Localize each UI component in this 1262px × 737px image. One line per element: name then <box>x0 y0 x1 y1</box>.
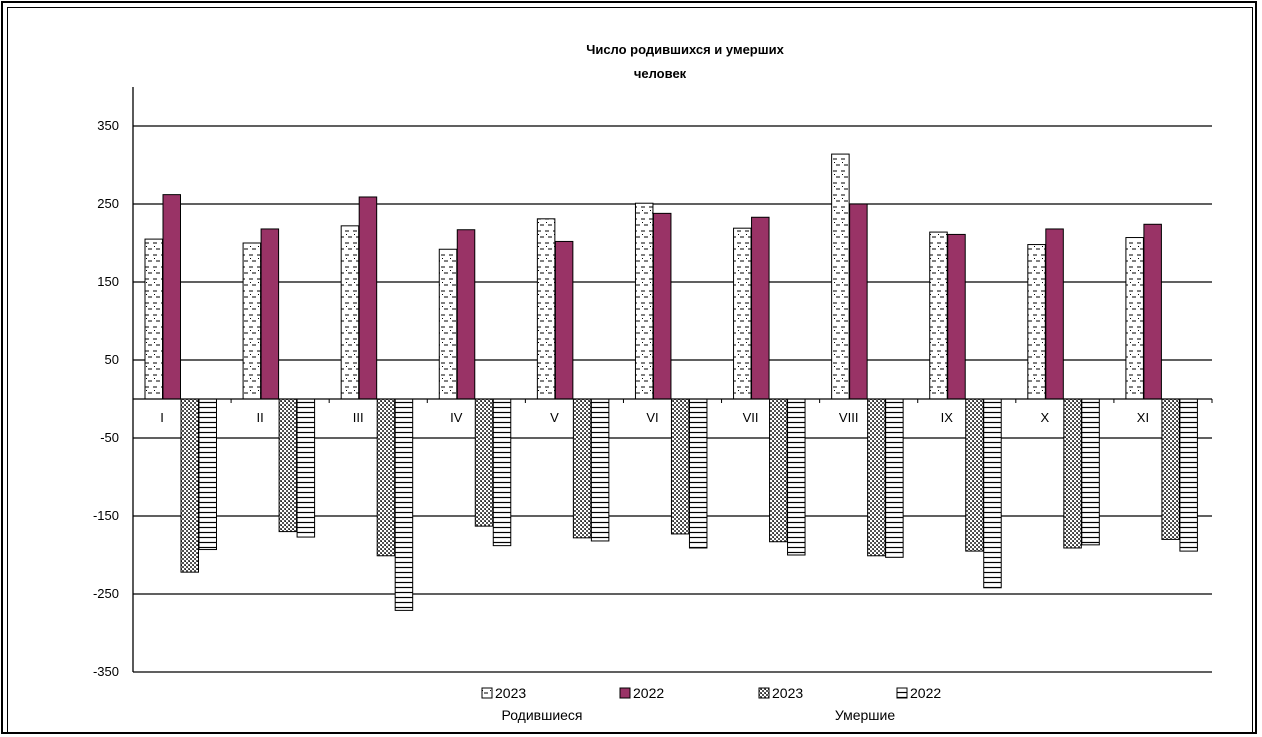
bar-series-2-cat-5 <box>670 398 690 535</box>
bar-series-3-cat-8 <box>983 398 1002 589</box>
bar-series-0-cat-7 <box>831 153 850 400</box>
bar-series-2-cat-9 <box>1063 398 1082 549</box>
bar-series-1-cat-1 <box>260 228 280 400</box>
y-tick-label: -250 <box>93 586 119 601</box>
bar-series-0-cat-5 <box>634 202 654 400</box>
bar-series-1-cat-2 <box>358 196 378 400</box>
bars <box>144 153 1198 611</box>
bar-series-0-cat-0 <box>144 238 163 400</box>
x-category-label: X <box>1041 410 1050 425</box>
bar-series-2-cat-0 <box>180 398 199 573</box>
legend-group-label: Родившиеся <box>501 707 582 723</box>
chart-title: Число родившихся и умерших <box>586 42 784 57</box>
bar-series-1-cat-9 <box>1045 228 1064 400</box>
legend-label: 2022 <box>910 685 941 701</box>
legend-label: 2023 <box>772 685 803 701</box>
x-category-label: IX <box>941 410 954 425</box>
legend-swatch <box>896 687 908 699</box>
x-category-label: I <box>160 410 164 425</box>
bar-series-2-cat-1 <box>278 398 298 533</box>
x-category-label: III <box>353 410 364 425</box>
x-category-label: VIII <box>839 410 859 425</box>
x-category-label: XI <box>1137 410 1149 425</box>
legend-label: 2023 <box>495 685 526 701</box>
legend-swatch <box>481 687 493 699</box>
legend-label: 2022 <box>633 685 664 701</box>
x-category-label: IV <box>450 410 463 425</box>
x-category-label: VI <box>646 410 658 425</box>
legend-swatch <box>758 687 770 699</box>
bar-series-2-cat-6 <box>769 398 788 543</box>
bar-series-0-cat-3 <box>438 248 458 400</box>
bar-series-0-cat-4 <box>536 218 556 400</box>
y-tick-label: -50 <box>100 430 119 445</box>
bar-series-0-cat-10 <box>1125 237 1144 400</box>
bar-series-2-cat-7 <box>867 398 886 557</box>
legend-group-label: Умершие <box>835 707 896 723</box>
bar-series-0-cat-9 <box>1027 244 1046 400</box>
y-tick-label: 50 <box>105 352 119 367</box>
bar-series-2-cat-3 <box>474 398 494 527</box>
category-labels: I II III IV V VI VII VIII IX X XI <box>160 410 1149 425</box>
chart-frame-inner <box>7 7 1253 734</box>
bar-series-1-cat-7 <box>849 203 868 400</box>
bar-series-1-cat-10 <box>1143 223 1162 400</box>
y-axis-ticks: 350 250 150 50 -50 -150 -250 -350 <box>93 118 119 679</box>
bar-series-3-cat-5 <box>688 398 708 549</box>
bar-series-3-cat-6 <box>787 398 806 556</box>
bar-series-0-cat-8 <box>929 231 948 400</box>
bar-series-1-cat-8 <box>947 233 966 400</box>
bar-series-1-cat-3 <box>456 229 476 400</box>
legend: 2023 2022 2023 2022 Родившиеся Умершие <box>481 685 941 723</box>
legend-swatch <box>619 687 631 699</box>
bar-series-3-cat-2 <box>394 398 414 611</box>
y-tick-label: -350 <box>93 664 119 679</box>
bar-series-3-cat-0 <box>198 398 217 551</box>
bar-series-3-cat-10 <box>1179 398 1198 552</box>
chart-subtitle: человек <box>634 66 687 81</box>
x-category-label: II <box>257 410 264 425</box>
bar-series-3-cat-3 <box>492 398 512 547</box>
y-tick-label: 250 <box>97 196 119 211</box>
y-tick-label: 150 <box>97 274 119 289</box>
bar-series-2-cat-2 <box>376 398 396 557</box>
bar-series-3-cat-9 <box>1081 398 1100 546</box>
bar-series-3-cat-1 <box>296 398 316 538</box>
bar-series-1-cat-4 <box>554 240 574 400</box>
bar-series-1-cat-6 <box>751 216 770 400</box>
bar-series-0-cat-1 <box>242 242 262 400</box>
y-tick-label: 350 <box>97 118 119 133</box>
x-category-label: VII <box>743 410 759 425</box>
y-tick-label: -150 <box>93 508 119 523</box>
bar-series-3-cat-7 <box>885 398 904 558</box>
bar-series-1-cat-5 <box>652 212 672 400</box>
axes <box>132 87 1213 672</box>
bar-series-2-cat-8 <box>965 398 984 552</box>
bar-series-0-cat-6 <box>733 227 752 400</box>
bar-series-0-cat-2 <box>340 225 360 400</box>
bar-series-1-cat-0 <box>162 194 181 400</box>
bar-series-2-cat-4 <box>572 398 592 539</box>
x-category-label: V <box>550 410 559 425</box>
bar-series-3-cat-4 <box>590 398 610 542</box>
bar-series-2-cat-10 <box>1161 398 1180 540</box>
